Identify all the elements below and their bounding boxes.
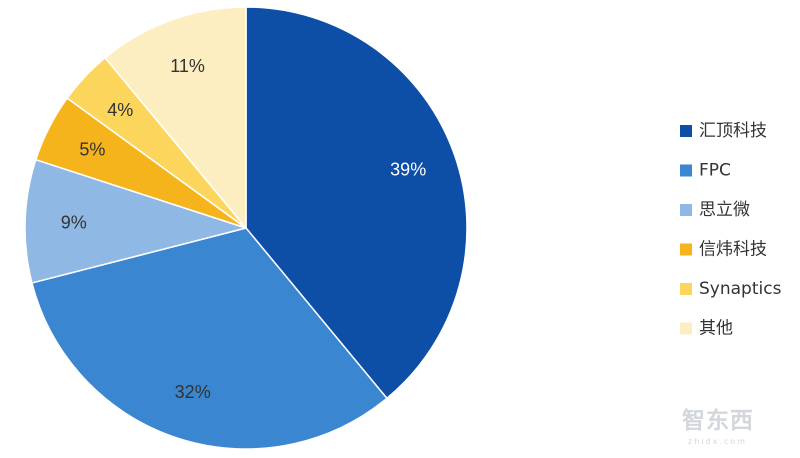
slice-label-5: 11%: [170, 56, 205, 76]
slice-label-3: 5%: [79, 140, 105, 160]
legend-label-3: 信炜科技: [699, 240, 767, 260]
legend-label-1: FPC: [699, 161, 731, 181]
watermark-logo: 智东西: [682, 407, 754, 434]
pie-slice-5: [104, 6, 247, 229]
legend-item-1: FPC: [680, 161, 731, 181]
legend-item-2: 思立微: [680, 200, 750, 220]
legend-item-3: 信炜科技: [680, 240, 767, 260]
legend-item-0: 汇顶科技: [680, 121, 767, 141]
legend-label-0: 汇顶科技: [699, 121, 767, 141]
legend-label-4: Synaptics: [699, 279, 782, 299]
legend-swatch-0: [680, 125, 692, 137]
pie-slices: [24, 6, 468, 450]
legend-item-5: 其他: [680, 319, 733, 339]
pie-slice-2: [24, 158, 247, 284]
legend-label-2: 思立微: [699, 200, 750, 220]
pie-slice-1: [31, 227, 388, 450]
slice-label-2: 9%: [61, 213, 87, 233]
slice-label-4: 4%: [107, 100, 133, 120]
legend-swatch-2: [680, 204, 692, 216]
legend-swatch-4: [680, 283, 692, 295]
pie-slice-0: [245, 6, 468, 400]
watermark: 智东西 zhidx.com: [682, 407, 754, 446]
legend-item-4: Synaptics: [680, 279, 782, 299]
slice-label-1: 32%: [175, 382, 211, 402]
legend-swatch-1: [680, 164, 692, 177]
legend-swatch-3: [680, 243, 692, 256]
watermark-url: zhidx.com: [688, 437, 747, 446]
legend-swatch-5: [680, 322, 692, 335]
slice-label-0: 39%: [390, 160, 426, 180]
pie-slice-labels: 39% 32% 9% 5%4% 11%: [61, 56, 427, 402]
legend-label-5: 其他: [699, 319, 733, 339]
